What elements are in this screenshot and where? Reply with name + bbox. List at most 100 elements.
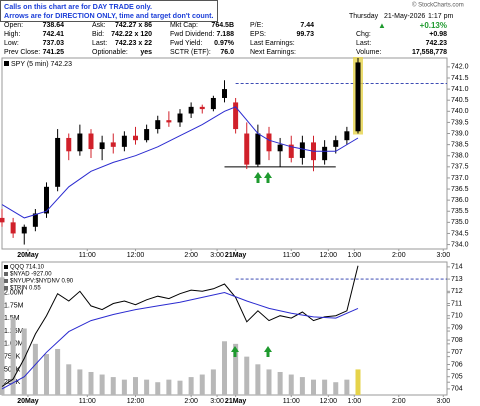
x-tick-label: 11:00 [283,252,300,259]
volume-bar [44,354,49,395]
volume-bar [188,377,194,395]
quote-value: 99.73 [296,31,314,38]
y-tick-label: 735.0 [451,219,469,226]
volume-bar [66,364,72,395]
legend-text: $NYUPV:$NYDNV 0.90 [10,279,74,285]
candle-body [10,222,16,234]
plot-layer: 20May 11:00 12:00 2:00 3:00 21May 11:00 12:00 1:… [0,57,469,405]
x-tick-label: 11:00 [79,398,96,405]
y-tick-label: 739.0 [451,130,469,137]
date-part: Thursday [349,13,379,20]
y-tick-label: 713 [451,276,463,283]
x-tick-label: 12:00 [320,252,338,259]
quote-label: Low: [4,40,19,47]
volume-bar [133,377,138,395]
x-tick-label: 3:00 [436,252,450,259]
quote-label: Bid: [92,31,105,38]
volume-bar [222,341,227,395]
y-tick-label: 741.0 [451,86,469,93]
volume-bar [199,374,205,395]
legend-swatch [4,61,9,66]
volume-bar [55,348,61,395]
quote-label: Fwd Yield: [170,40,203,47]
candle-body [277,144,283,152]
legend-text: $TRIN 0.55 [10,286,41,292]
volume-bar [21,328,27,395]
candle-body [77,133,83,152]
y-tick-label: 742.0 [451,64,469,71]
banner-line: Arrows are for DIRECTION ONLY, time and … [4,11,214,20]
y-tick-label: 738.5 [451,141,469,148]
candle-body [32,213,38,227]
quote-value: 741.25 [42,49,64,56]
volume-bar [10,318,16,395]
y-tick-label: 705 [451,374,463,381]
candle-body [0,217,5,223]
y-tick-label: 737.0 [451,175,469,182]
legend-text: QQQ 714.10 [10,265,45,271]
candle-body [188,106,194,114]
candle-body [133,135,138,141]
x-tick-label: 2:00 [392,398,406,405]
x-tick-label: 11:00 [283,398,300,405]
quote-value: 764.5B [211,22,234,29]
quote-value: 7.44 [300,22,314,29]
stat-value: 742.23 [425,40,447,47]
candle-body [299,142,305,158]
x-tick-label: 21May [225,252,247,259]
y-tick-label: 708 [451,337,463,344]
candle-body [266,133,272,152]
legend-swatch [4,272,8,276]
y-tick-label: 739.5 [451,119,469,126]
x-tick-label: 3:00 [436,398,450,405]
y-tick-label: 740.5 [451,97,469,104]
candle-body [155,120,161,130]
signal-arrow [254,172,262,183]
y-tick-label: 737.5 [451,164,469,171]
y-tick-label: 736.0 [451,197,469,204]
volume-bar [88,371,94,395]
x-tick-label: 3:00 [210,252,224,259]
legend-swatch [4,279,8,283]
candle-body [322,146,328,161]
candle-body [177,113,183,123]
signal-arrow [231,346,239,357]
quote-label: Prev Close: [4,49,41,56]
volume-bar [322,379,328,395]
y-tick-label: 734.5 [451,230,469,237]
quote-value: 0.97% [214,40,234,47]
candle-body [166,120,172,123]
quote-label: Last: [92,40,108,47]
volume-bar [77,369,83,395]
quote-value: 742.23 x 22 [115,40,152,47]
candle-body [222,89,227,98]
volume-bar [244,356,250,395]
volume-bar [210,369,216,395]
candle-body [21,226,27,234]
volume-bar [311,379,316,395]
y-tick-label: 735.5 [451,208,469,215]
legend-swatch [4,265,8,269]
x-tick-label: 3:00 [210,398,224,405]
volume-bar [99,374,105,395]
volume-bar [32,343,38,395]
volume-bar [0,277,5,395]
candle-body [44,186,49,214]
candle-body [355,62,361,132]
candle-body [88,133,94,150]
y-tick-label: 734.0 [451,241,469,248]
stat-label: Last: [356,40,372,47]
x-tick-label: 20May [17,252,39,259]
quote-value: 742.41 [42,31,64,38]
legend-text: $NYAD -927.00 [10,272,52,278]
date-part: 21-May-2026 [384,13,426,20]
candle-body [344,131,350,141]
y-tick-label: 714 [451,264,463,271]
candle-body [244,133,250,165]
quote-label: Ask: [92,22,106,29]
x-tick-label: 1:00 [347,252,361,259]
y-tick-label: 712 [451,288,463,295]
volume-bar [266,369,272,395]
volume-bar [255,364,261,395]
